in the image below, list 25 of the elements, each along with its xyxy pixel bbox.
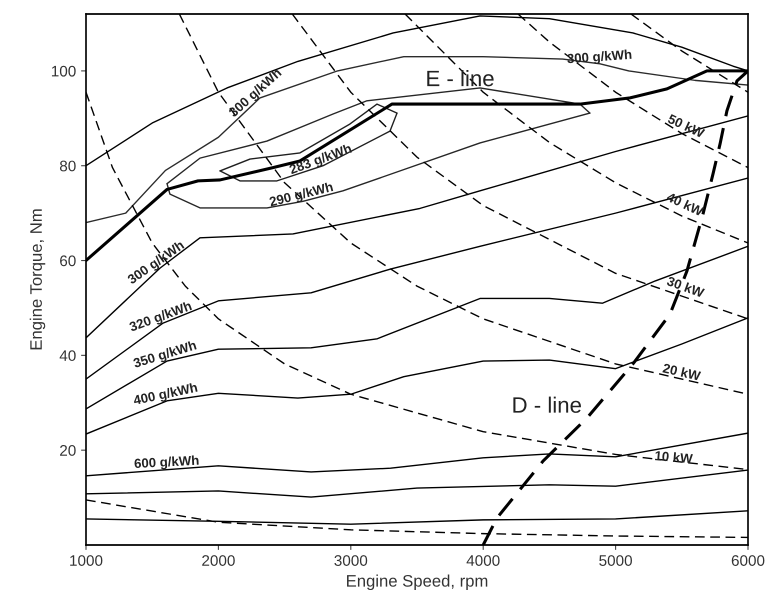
annotation: 50 kW bbox=[667, 113, 706, 138]
y-tick-label: 80 bbox=[60, 160, 76, 172]
annotation: 300 g/kWh bbox=[566, 49, 632, 66]
annotation: 400 g/kWh bbox=[132, 382, 198, 408]
x-tick-label: 4000 bbox=[466, 555, 500, 566]
annotation: 600 g/kWh bbox=[134, 455, 199, 471]
annotation: 40 kW bbox=[666, 192, 704, 216]
x-tick-label: 6000 bbox=[732, 555, 764, 566]
y-tick-label: 40 bbox=[60, 350, 76, 362]
annotation: 30 kW bbox=[666, 276, 706, 298]
x-tick-label: 2000 bbox=[202, 555, 235, 566]
y-tick-label: 100 bbox=[52, 66, 76, 77]
y-tick-label: 60 bbox=[60, 255, 76, 266]
annotation: E - line bbox=[427, 70, 494, 86]
y-axis-title: Engine Torque, Nm bbox=[30, 209, 46, 350]
x-tick-label: 3000 bbox=[334, 555, 368, 566]
annotation: 10 kW bbox=[654, 450, 693, 464]
x-tick-label: 1000 bbox=[70, 555, 102, 566]
annotation: 290 g/kWh bbox=[268, 182, 334, 210]
annotation: D - line bbox=[513, 396, 581, 413]
x-axis-title: Engine Speed, rpm bbox=[347, 574, 488, 590]
y-tick-label: 20 bbox=[60, 445, 76, 456]
annotation: 350 g/kWh bbox=[132, 340, 198, 370]
x-tick-label: 5000 bbox=[599, 555, 632, 566]
annotation: 20 kW bbox=[662, 362, 702, 381]
